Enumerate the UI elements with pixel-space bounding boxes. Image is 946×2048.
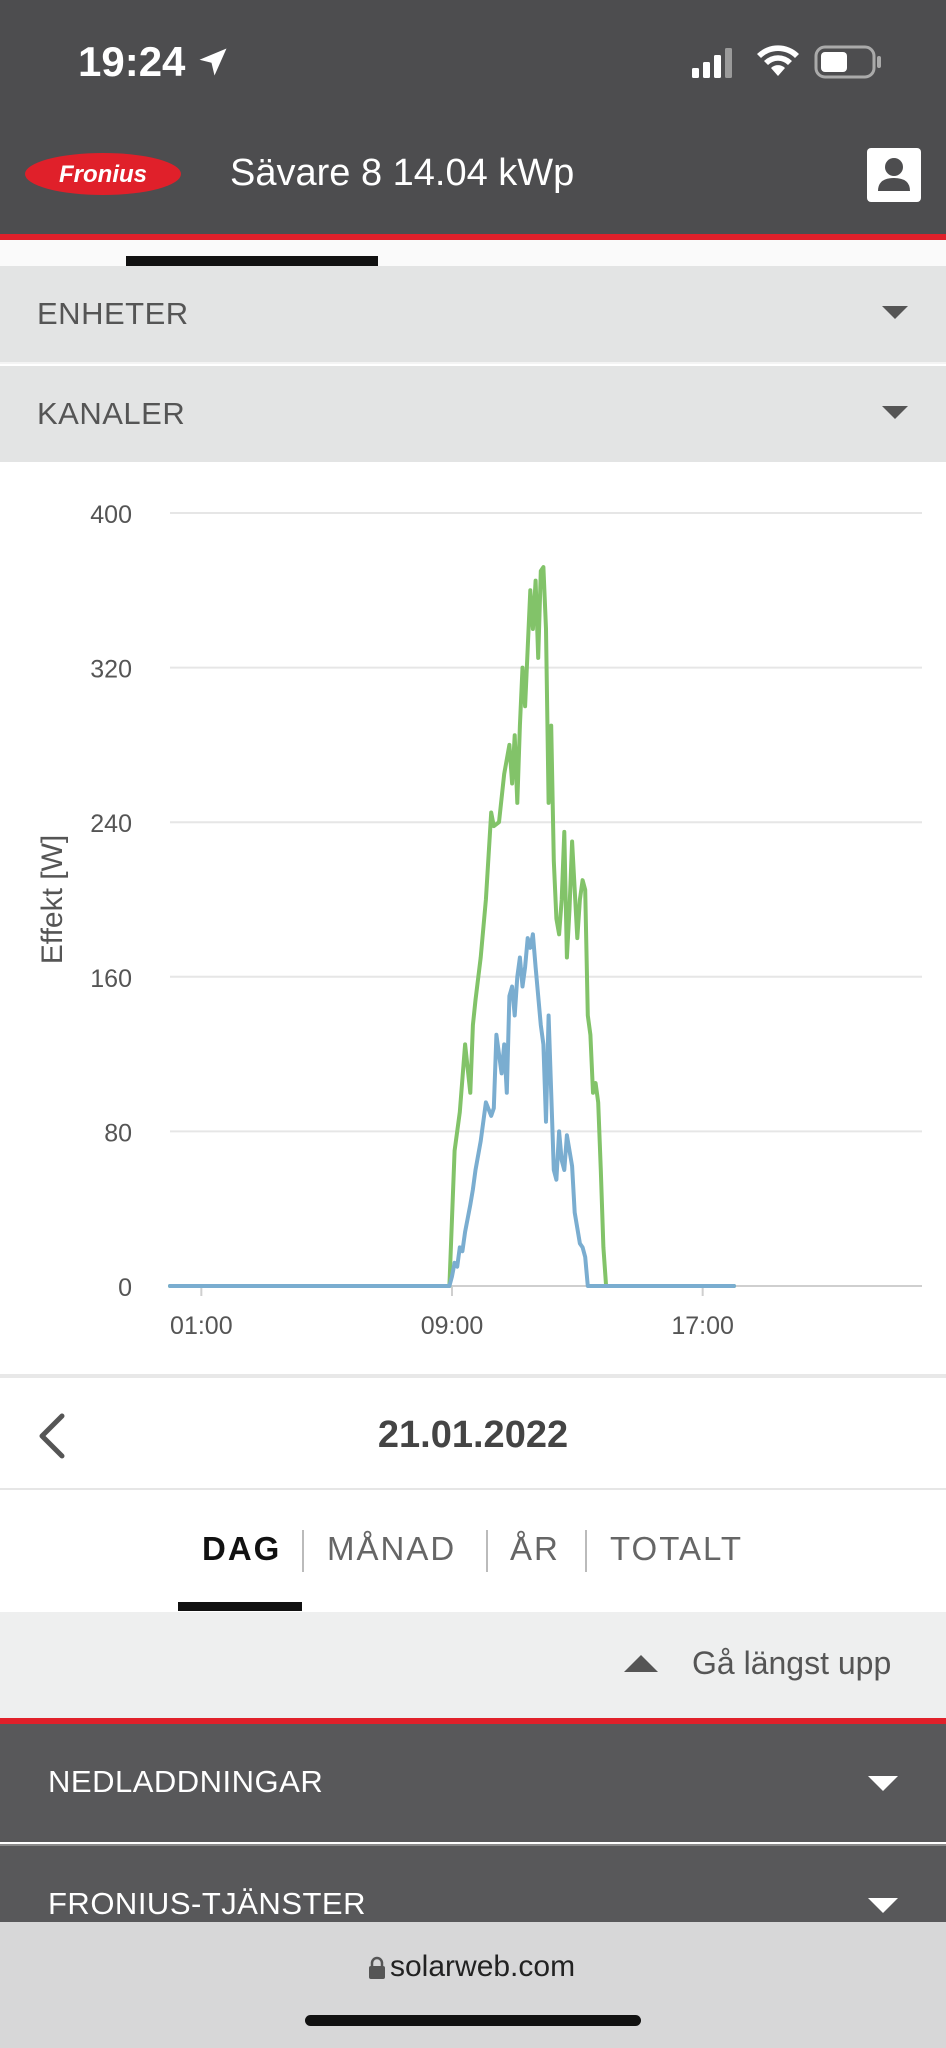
chevron-left-icon [39,1413,65,1459]
y-tick-label: 80 [104,1119,132,1147]
chevron-down-icon [882,306,908,319]
footer-label: NEDLADDNINGAR [48,1764,324,1799]
wifi-icon [757,45,799,76]
footer-accent-line [0,1718,946,1724]
tab-month[interactable]: MÅNAD [327,1530,457,1567]
location-arrow-icon [199,48,227,76]
y-tick-label: 0 [118,1274,132,1302]
accordion-enheter[interactable]: ENHETER [0,266,946,364]
tab-separator [585,1530,587,1572]
chevron-down-icon [882,406,908,419]
x-tick-label: 01:00 [170,1312,233,1340]
tab-total[interactable]: TOTALT [610,1530,744,1567]
divider [0,1374,946,1378]
date-navigation [0,1378,946,1490]
current-date: 21.01.2022 [377,1414,569,1456]
active-tab-indicator [126,256,378,266]
accordion-label: KANALER [37,396,186,431]
y-tick-label: 240 [90,810,132,838]
profile-button[interactable] [867,148,921,202]
fronius-logo[interactable]: Fronius [24,152,182,196]
site-title: Sävare 8 14.04 kWp [230,152,575,194]
active-period-indicator [178,1602,302,1611]
tab-year[interactable]: ÅR [510,1530,560,1567]
url-text[interactable]: solarweb.com [390,1950,576,1983]
x-tick-label: 17:00 [671,1312,734,1340]
header-accent-line [0,234,946,240]
cellular-signal-icon [692,48,732,78]
divider [0,1844,946,1846]
y-tick-label: 320 [90,656,132,684]
logo-text: Fronius [59,161,147,188]
chevron-down-icon [868,1898,898,1913]
lock-icon [369,1956,385,1979]
browser-url-bar[interactable] [0,1922,946,2048]
home-indicator [305,2015,641,2026]
arrow-up-icon [624,1655,658,1672]
series-line-green [168,565,736,1288]
footer-label: FRONIUS-TJÄNSTER [48,1886,366,1921]
x-tick-label: 09:00 [421,1312,484,1340]
tab-day[interactable]: DAG [202,1530,282,1567]
previous-date-button[interactable] [30,1408,80,1464]
y-tick-label: 400 [90,501,132,529]
user-icon [878,158,910,191]
y-axis-label: Effekt [W] [36,835,69,964]
scroll-top-link[interactable]: Gå längst upp [692,1645,892,1681]
accordion-label: ENHETER [37,296,189,331]
accordion-kanaler[interactable]: KANALER [0,366,946,462]
chevron-down-icon [868,1776,898,1791]
series-line-blue [168,932,736,1288]
battery-icon [814,45,881,79]
period-tabs [0,1490,946,1612]
scroll-top-row[interactable] [0,1612,946,1718]
status-time: 19:24 [78,38,186,85]
power-chart-svg: 0 80 160 240 320 400 01:00 09:00 17:00 Effekt [W] [36,501,922,1340]
tab-separator [486,1530,488,1572]
power-chart: 0 80 160 240 320 400 01:00 09:00 17:00 Effekt [W] [0,463,946,1373]
footer-downloads[interactable]: NEDLADDNINGAR [0,1724,946,1842]
tab-separator [302,1530,304,1572]
y-tick-label: 160 [90,965,132,993]
